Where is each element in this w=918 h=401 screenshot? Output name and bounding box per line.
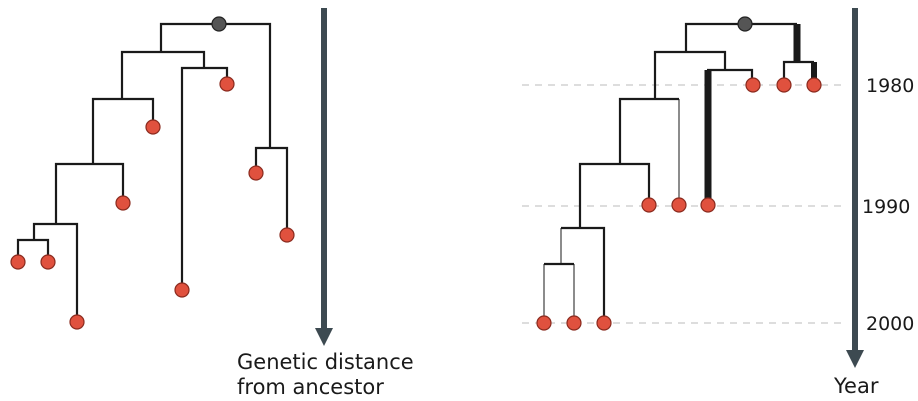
genetic-distance-arrow (315, 8, 333, 346)
right-tip (671, 197, 687, 213)
left-tip (40, 254, 56, 270)
left-branch-g (254, 146, 289, 233)
year-arrow (846, 8, 864, 368)
left-branch-f (16, 238, 50, 261)
left-tip (219, 76, 235, 92)
right-tree-thick (704, 24, 817, 203)
year-axis-label: Year (833, 374, 879, 398)
right-tip (641, 197, 657, 213)
right-branch-d (578, 162, 651, 228)
left-tip (10, 254, 26, 270)
left-axis-label-line1: Genetic distance (237, 350, 414, 374)
left-tip (69, 314, 85, 330)
right-root-split (684, 22, 797, 52)
year-tick-2000: 2000 (866, 313, 914, 335)
right-tip (806, 77, 822, 93)
right-branch-b (707, 68, 754, 84)
left-tip (248, 165, 264, 181)
thick-split (782, 60, 814, 84)
year-tick-1980: 1980 (866, 75, 914, 97)
left-tip (174, 282, 190, 298)
right-tip (700, 197, 716, 213)
right-tip (566, 315, 582, 331)
left-tip (145, 119, 161, 135)
right-tip (776, 77, 792, 93)
left-branch-a (120, 50, 206, 99)
left-branch-e (32, 222, 79, 321)
right-branch-e (561, 226, 606, 322)
left-branch-c (91, 97, 155, 164)
right-root-node (737, 16, 753, 32)
year-tick-1990: 1990 (862, 196, 910, 218)
right-tips (536, 16, 822, 331)
left-tip (279, 227, 295, 243)
right-tip (596, 315, 612, 331)
left-axis-label-line2: from ancestor (237, 375, 384, 399)
left-branch-b (180, 66, 229, 288)
right-tip (536, 315, 552, 331)
left-tree (16, 22, 289, 321)
left-root-split (159, 22, 272, 148)
right-tree (543, 22, 797, 322)
right-branch-c (618, 97, 679, 164)
right-tip (745, 77, 761, 93)
right-branch-a (653, 50, 727, 99)
left-branch-d (54, 162, 125, 224)
left-root-node (211, 16, 227, 32)
left-tip (115, 195, 131, 211)
left-tips (10, 16, 295, 330)
